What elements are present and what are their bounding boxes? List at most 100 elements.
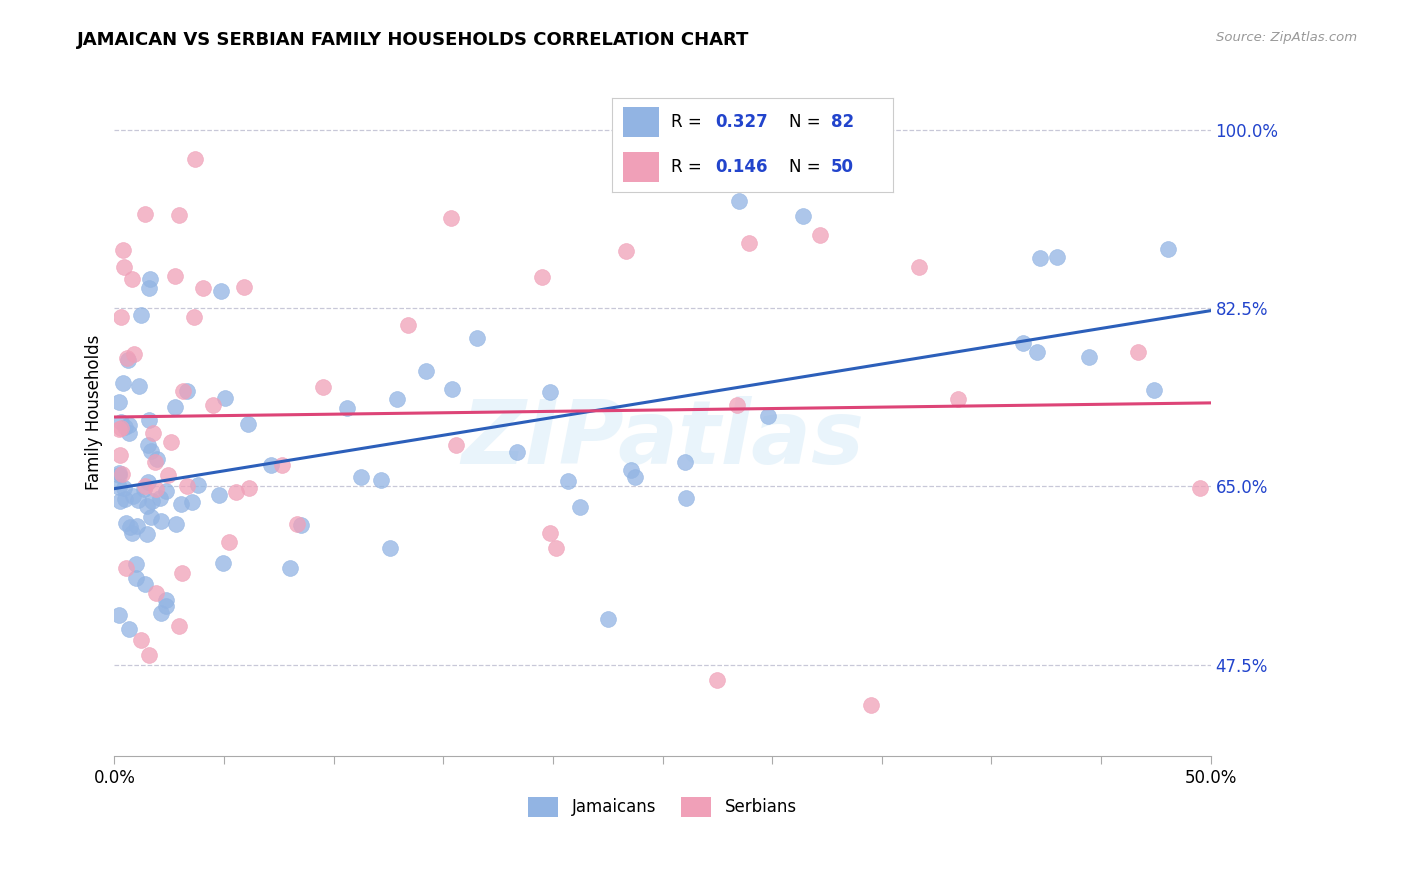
Point xyxy=(118,425,141,440)
Point xyxy=(138,648,160,662)
Point xyxy=(1128,344,1150,359)
FancyBboxPatch shape xyxy=(623,153,659,183)
Point xyxy=(136,475,159,489)
Point xyxy=(415,364,437,378)
Point xyxy=(107,466,129,480)
Point xyxy=(396,318,419,332)
Point xyxy=(108,494,131,508)
Point xyxy=(149,514,172,528)
Text: R =: R = xyxy=(671,159,707,177)
Point xyxy=(170,497,193,511)
Point xyxy=(118,622,141,636)
FancyBboxPatch shape xyxy=(623,108,659,137)
Point xyxy=(139,272,162,286)
Point xyxy=(118,520,141,534)
Point xyxy=(446,438,468,452)
Point xyxy=(259,458,281,473)
Point xyxy=(232,280,254,294)
Point xyxy=(1157,242,1180,256)
Point xyxy=(107,468,129,483)
Point xyxy=(136,438,159,452)
Point xyxy=(946,392,969,406)
Text: JAMAICAN VS SERBIAN FAMILY HOUSEHOLDS CORRELATION CHART: JAMAICAN VS SERBIAN FAMILY HOUSEHOLDS CO… xyxy=(77,31,749,49)
Point xyxy=(142,426,165,441)
Point xyxy=(114,492,136,507)
Point xyxy=(122,347,145,361)
Point xyxy=(907,260,929,274)
Text: 50: 50 xyxy=(831,159,853,177)
Point xyxy=(183,310,205,325)
Point xyxy=(673,454,696,468)
Point xyxy=(138,413,160,427)
Point xyxy=(706,673,728,687)
Point xyxy=(378,541,401,555)
Point xyxy=(157,467,180,482)
Point xyxy=(756,409,779,423)
Point xyxy=(538,385,561,400)
Point xyxy=(114,420,136,434)
Point xyxy=(614,244,637,259)
Point xyxy=(172,566,194,581)
Point xyxy=(112,260,135,275)
Point xyxy=(149,606,172,620)
Point xyxy=(214,391,236,405)
Point xyxy=(155,599,177,614)
Point xyxy=(145,482,167,496)
Point xyxy=(349,470,371,484)
Point xyxy=(569,500,592,515)
Legend: Jamaicans, Serbians: Jamaicans, Serbians xyxy=(522,790,803,823)
Point xyxy=(146,452,169,467)
Point xyxy=(112,481,135,495)
Point xyxy=(107,422,129,436)
Text: 0.146: 0.146 xyxy=(716,159,768,177)
Point xyxy=(725,398,748,412)
Point xyxy=(596,612,619,626)
Y-axis label: Family Households: Family Households xyxy=(86,334,103,490)
Text: ZIPatlas: ZIPatlas xyxy=(461,396,865,483)
Point xyxy=(111,467,134,481)
Point xyxy=(107,479,129,493)
Point xyxy=(110,310,132,324)
Point xyxy=(141,510,163,524)
Text: 82: 82 xyxy=(831,113,853,131)
Point xyxy=(209,284,232,298)
Point xyxy=(620,463,643,477)
Point xyxy=(160,435,183,450)
Point xyxy=(134,207,156,221)
Text: N =: N = xyxy=(789,113,825,131)
Point xyxy=(149,491,172,506)
Point xyxy=(127,519,149,533)
Point xyxy=(141,443,163,458)
Point xyxy=(165,268,187,283)
Point xyxy=(624,469,647,483)
Point xyxy=(111,376,134,391)
Point xyxy=(138,281,160,295)
Point xyxy=(129,308,152,322)
Point xyxy=(728,194,751,208)
Point xyxy=(128,379,150,393)
Point xyxy=(167,208,190,222)
Point xyxy=(792,209,814,223)
Point xyxy=(167,618,190,632)
Point xyxy=(738,235,761,250)
Point xyxy=(118,417,141,432)
Point xyxy=(859,698,882,713)
Text: Source: ZipAtlas.com: Source: ZipAtlas.com xyxy=(1216,31,1357,45)
Point xyxy=(121,526,143,541)
Point xyxy=(311,380,333,394)
Point xyxy=(115,516,138,531)
Point xyxy=(110,420,132,434)
Point xyxy=(201,398,224,412)
Point xyxy=(155,483,177,498)
Text: N =: N = xyxy=(789,159,825,177)
Point xyxy=(212,556,235,570)
Point xyxy=(117,353,139,368)
Point xyxy=(176,384,198,399)
Point xyxy=(121,272,143,286)
Point xyxy=(131,633,153,648)
Point xyxy=(108,448,131,462)
Point xyxy=(225,485,247,500)
Text: 0.327: 0.327 xyxy=(716,113,769,131)
Point xyxy=(107,395,129,409)
Point xyxy=(181,495,204,509)
